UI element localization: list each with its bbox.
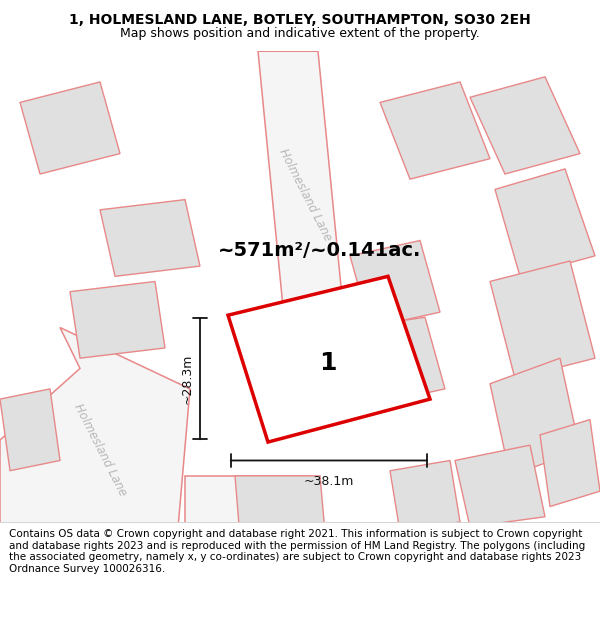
Polygon shape: [258, 51, 345, 328]
Polygon shape: [380, 82, 490, 179]
Text: ~28.3m: ~28.3m: [181, 354, 194, 404]
Polygon shape: [70, 281, 165, 358]
Text: Map shows position and indicative extent of the property.: Map shows position and indicative extent…: [120, 27, 480, 40]
Text: Holmesland Lane: Holmesland Lane: [71, 402, 129, 499]
Polygon shape: [0, 389, 60, 471]
Text: Holmesland Lane: Holmesland Lane: [276, 146, 334, 243]
Polygon shape: [350, 241, 440, 328]
Polygon shape: [355, 318, 445, 404]
Polygon shape: [490, 358, 580, 476]
Polygon shape: [495, 169, 595, 276]
Polygon shape: [470, 77, 580, 174]
Polygon shape: [20, 82, 120, 174]
Polygon shape: [390, 461, 460, 532]
Text: 1: 1: [319, 351, 337, 375]
Polygon shape: [100, 199, 200, 276]
Text: Contains OS data © Crown copyright and database right 2021. This information is : Contains OS data © Crown copyright and d…: [9, 529, 585, 574]
Polygon shape: [490, 261, 595, 379]
Text: ~38.1m: ~38.1m: [304, 475, 354, 488]
Polygon shape: [185, 476, 310, 562]
Text: 1, HOLMESLAND LANE, BOTLEY, SOUTHAMPTON, SO30 2EH: 1, HOLMESLAND LANE, BOTLEY, SOUTHAMPTON,…: [69, 12, 531, 27]
Polygon shape: [0, 328, 190, 562]
Polygon shape: [235, 476, 325, 538]
Polygon shape: [455, 445, 545, 527]
Text: ~571m²/~0.141ac.: ~571m²/~0.141ac.: [218, 241, 422, 260]
Polygon shape: [540, 419, 600, 506]
Polygon shape: [228, 276, 430, 442]
